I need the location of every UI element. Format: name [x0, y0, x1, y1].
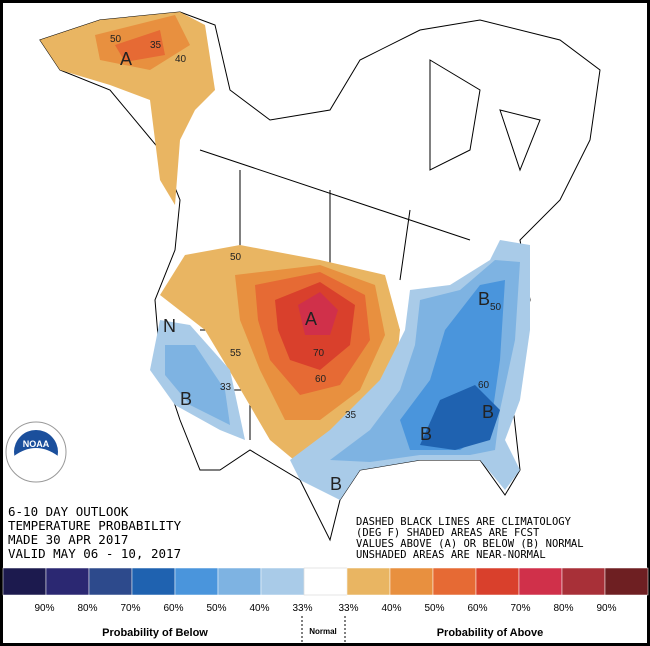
legend-swatch [45, 567, 90, 596]
header-line: VALID MAY 06 - 10, 2017 [8, 546, 181, 561]
legend-label: 40% [249, 603, 269, 614]
contour-label: 40 [175, 54, 187, 65]
forecast-shading [40, 12, 530, 500]
contour-label: 70 [313, 348, 325, 359]
legend-swatch [432, 567, 477, 596]
legend-label: 70% [120, 603, 140, 614]
header-line: 6-10 DAY OUTLOOK [8, 504, 129, 519]
legend-label: 50% [206, 603, 226, 614]
legend-swatch [217, 567, 262, 596]
legend-swatch [88, 567, 133, 596]
legend-swatch [131, 567, 176, 596]
legend-swatch [518, 567, 563, 596]
contour-label: 50 [490, 302, 502, 313]
contour-label: 60 [315, 374, 327, 385]
note-line: DASHED BLACK LINES ARE CLIMATOLOGY [356, 516, 572, 528]
legend-swatch [174, 567, 219, 596]
map-labels: A A B B B B B N 50 35 40 50 55 60 70 33 … [110, 34, 502, 494]
legend-swatch [346, 567, 391, 596]
legend-label: 33% [338, 603, 358, 614]
legend-label: 90% [596, 603, 616, 614]
contour-label: 60 [478, 380, 490, 391]
note-line: VALUES ABOVE (A) OR BELOW (B) NORMAL [356, 538, 584, 550]
below-label: B [330, 474, 342, 494]
legend-label: 50% [424, 603, 444, 614]
legend-swatch [389, 567, 434, 596]
note-line: UNSHADED AREAS ARE NEAR-NORMAL [356, 549, 546, 561]
legend-swatch [260, 567, 305, 596]
legend-label: 80% [77, 603, 97, 614]
contour-label: 35 [345, 410, 357, 421]
below-label: B [420, 424, 432, 444]
below-label: B [482, 402, 494, 422]
legend-label: 60% [163, 603, 183, 614]
legend-label: 90% [34, 603, 54, 614]
note-line: (DEG F) SHADED AREAS ARE FCST [356, 527, 540, 539]
legend-title: Normal [309, 627, 337, 636]
header: 6-10 DAY OUTLOOK TEMPERATURE PROBABILITY… [8, 504, 182, 561]
legend-swatch [604, 567, 649, 596]
legend-swatch [475, 567, 520, 596]
legend-swatch [2, 567, 47, 596]
legend-label: 40% [381, 603, 401, 614]
contour-label: 35 [150, 40, 162, 51]
legend-title: Probability of Above [437, 627, 544, 639]
legend-label: 60% [467, 603, 487, 614]
legend-swatch [303, 567, 348, 596]
land-outline [39, 11, 601, 542]
legend: 90% 80% 70% 60% 50% 40% 33% 33% 40% 50% 60% 70% 80% 9… [2, 567, 649, 614]
contour-label: 50 [110, 34, 122, 45]
legend-label: 70% [510, 603, 530, 614]
noaa-logo: NOAA [5, 421, 67, 483]
header-line: TEMPERATURE PROBABILITY [8, 518, 182, 533]
logo-text: NOAA [23, 439, 50, 449]
contour-label: 50 [230, 252, 242, 263]
above-label: A [305, 309, 317, 329]
below-label: B [180, 389, 192, 409]
contour-label: 55 [230, 348, 242, 359]
above-label: A [120, 49, 132, 69]
normal-label: N [163, 316, 176, 336]
notes: DASHED BLACK LINES ARE CLIMATOLOGY (DEG … [356, 516, 584, 561]
below-label: B [478, 289, 490, 309]
legend-label: 33% [292, 603, 312, 614]
legend-label: 80% [553, 603, 573, 614]
legend-title: Probability of Below [102, 627, 208, 639]
legend-swatch [561, 567, 606, 596]
header-line: MADE 30 APR 2017 [8, 532, 128, 547]
contour-label: 33 [220, 382, 232, 393]
